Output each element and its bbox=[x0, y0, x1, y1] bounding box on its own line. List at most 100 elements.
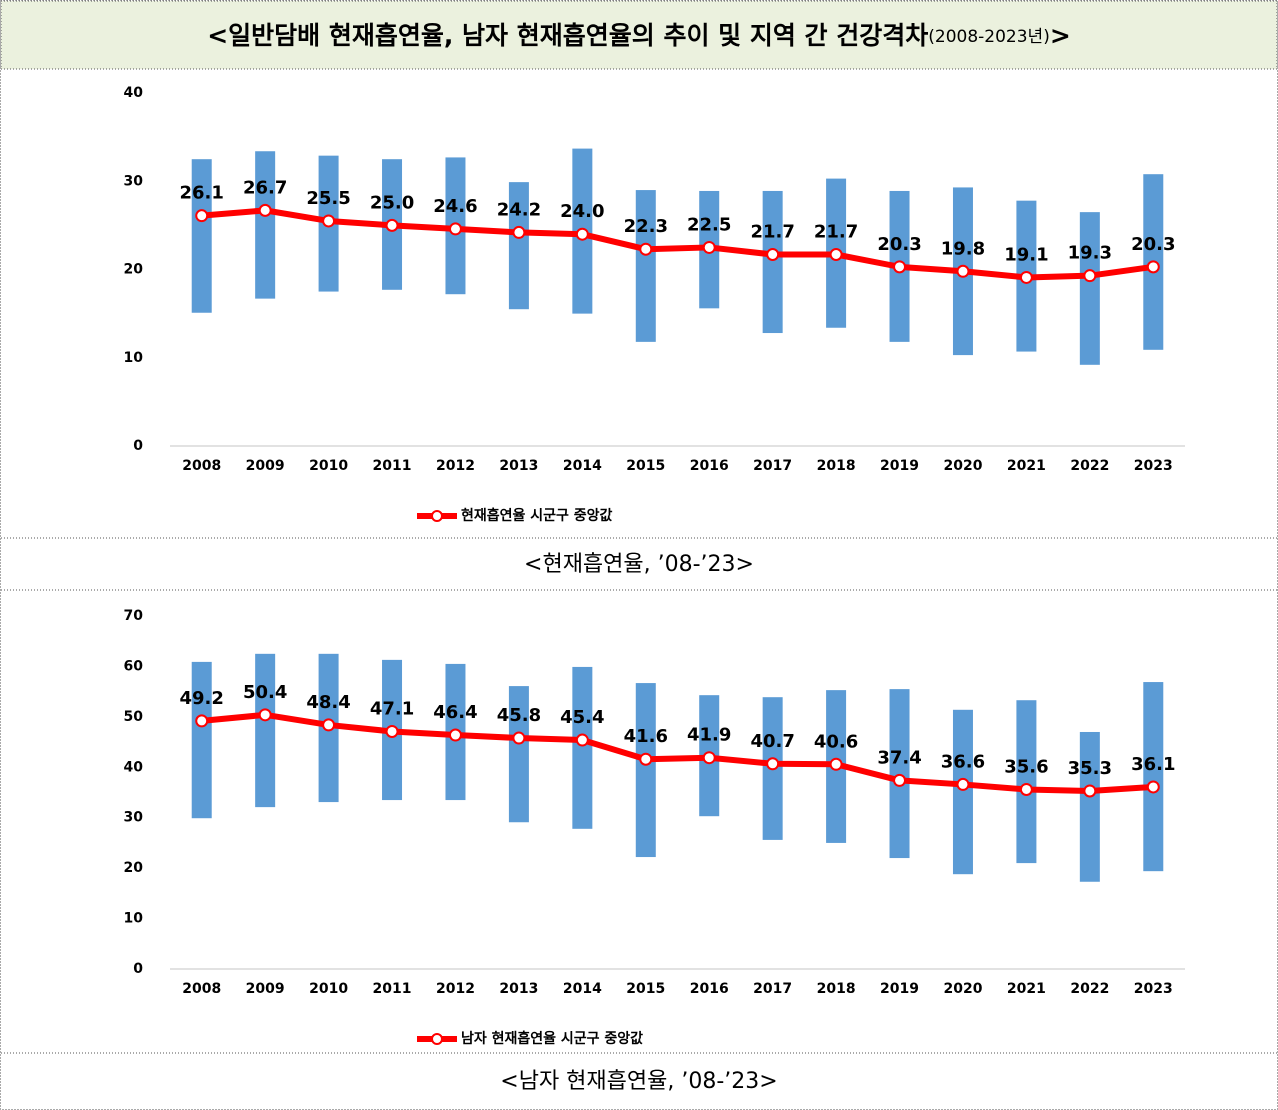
range-bar bbox=[191, 159, 212, 313]
value-label: 24.2 bbox=[497, 199, 541, 220]
x-tick-label: 2009 bbox=[246, 981, 285, 997]
x-tick-label: 2022 bbox=[1070, 981, 1109, 997]
value-label: 24.6 bbox=[433, 196, 477, 217]
median-marker bbox=[512, 225, 526, 239]
x-tick-label: 2021 bbox=[1007, 981, 1046, 997]
legend-label: 남자 현재흡연율 시군구 중앙값 bbox=[461, 1030, 643, 1047]
range-bar bbox=[255, 653, 276, 808]
x-tick-label: 2010 bbox=[309, 458, 348, 474]
y-tick-label: 10 bbox=[124, 911, 144, 927]
y-tick-label: 40 bbox=[124, 759, 144, 775]
title: <일반담배 현재흡연율, 남자 현재흡연율의 추이 및 지역 간 건강격차(20… bbox=[207, 21, 1071, 50]
x-tick-label: 2019 bbox=[880, 458, 919, 474]
x-tick-label: 2022 bbox=[1070, 458, 1109, 474]
value-label: 20.3 bbox=[877, 234, 921, 255]
range-bar bbox=[762, 190, 783, 334]
value-label: 47.1 bbox=[370, 698, 414, 719]
y-tick-label: 20 bbox=[124, 860, 144, 876]
y-tick-label: 30 bbox=[124, 173, 144, 189]
y-tick-label: 50 bbox=[124, 709, 144, 725]
x-tick-label: 2015 bbox=[626, 458, 665, 474]
median-marker bbox=[893, 260, 907, 274]
y-tick-label: 20 bbox=[124, 262, 144, 278]
range-bar bbox=[508, 182, 529, 310]
median-marker bbox=[766, 247, 780, 261]
median-marker bbox=[575, 733, 589, 747]
x-tick-label: 2013 bbox=[499, 458, 538, 474]
median-line bbox=[201, 711, 1154, 794]
value-label: 40.6 bbox=[814, 731, 858, 752]
median-marker bbox=[702, 751, 716, 765]
legend-marker bbox=[431, 1033, 443, 1045]
median-marker bbox=[639, 242, 653, 256]
median-line bbox=[201, 207, 1154, 281]
range-bar bbox=[889, 689, 910, 859]
value-label: 37.4 bbox=[877, 747, 921, 768]
x-tick-label: 2017 bbox=[753, 981, 792, 997]
y-tick-label: 70 bbox=[124, 608, 144, 624]
range-bar bbox=[572, 666, 593, 829]
median-marker bbox=[956, 777, 970, 791]
median-marker bbox=[448, 728, 462, 742]
range-bar bbox=[635, 190, 656, 342]
range-bar bbox=[508, 686, 529, 823]
x-tick-label: 2010 bbox=[309, 981, 348, 997]
x-tick-label: 2023 bbox=[1134, 458, 1173, 474]
title-years: (2008-2023년) bbox=[928, 27, 1050, 47]
x-tick-label: 2014 bbox=[563, 458, 602, 474]
legend-marker bbox=[431, 510, 443, 522]
x-tick-label: 2015 bbox=[626, 981, 665, 997]
x-tick-label: 2008 bbox=[182, 981, 221, 997]
value-label: 41.6 bbox=[624, 726, 668, 747]
x-tick-label: 2018 bbox=[817, 981, 856, 997]
median-marker bbox=[322, 718, 336, 732]
x-tick-label: 2009 bbox=[246, 458, 285, 474]
median-marker bbox=[1083, 784, 1097, 798]
median-marker bbox=[1146, 780, 1160, 794]
median-marker bbox=[385, 218, 399, 232]
value-label: 46.4 bbox=[433, 702, 477, 723]
value-label: 20.3 bbox=[1131, 234, 1175, 255]
median-marker bbox=[385, 724, 399, 738]
median-marker bbox=[512, 731, 526, 745]
x-tick-label: 2012 bbox=[436, 981, 475, 997]
title-end: > bbox=[1050, 21, 1071, 50]
x-tick-label: 2013 bbox=[499, 981, 538, 997]
value-label: 22.5 bbox=[687, 214, 731, 235]
median-marker bbox=[322, 214, 336, 228]
value-label: 40.7 bbox=[750, 731, 794, 752]
x-tick-label: 2016 bbox=[690, 981, 729, 997]
value-label: 48.4 bbox=[306, 692, 350, 713]
x-tick-label: 2018 bbox=[817, 458, 856, 474]
caption: <현재흡연율, ’08-’23> bbox=[524, 552, 754, 577]
median-marker bbox=[575, 227, 589, 241]
y-tick-label: 0 bbox=[133, 961, 143, 977]
value-label: 19.8 bbox=[941, 238, 985, 259]
x-tick-label: 2012 bbox=[436, 458, 475, 474]
x-tick-label: 2023 bbox=[1134, 981, 1173, 997]
value-label: 41.9 bbox=[687, 725, 731, 746]
median-marker bbox=[195, 714, 209, 728]
median-marker bbox=[195, 209, 209, 223]
y-tick-label: 30 bbox=[124, 810, 144, 826]
median-marker bbox=[829, 247, 843, 261]
x-tick-label: 2017 bbox=[753, 458, 792, 474]
x-tick-label: 2021 bbox=[1007, 458, 1046, 474]
value-label: 19.3 bbox=[1068, 243, 1112, 264]
median-marker bbox=[956, 264, 970, 278]
median-marker bbox=[1083, 269, 1097, 283]
x-tick-label: 2011 bbox=[373, 981, 412, 997]
range-bar bbox=[952, 709, 973, 875]
median-marker bbox=[1146, 260, 1160, 274]
value-label: 36.1 bbox=[1131, 754, 1175, 775]
median-marker bbox=[258, 203, 272, 217]
range-bar bbox=[1016, 700, 1037, 864]
value-label: 21.7 bbox=[814, 221, 858, 242]
median-marker bbox=[829, 757, 843, 771]
title-main: <일반담배 현재흡연율, 남자 현재흡연율의 추이 및 지역 간 건강격차 bbox=[207, 21, 928, 50]
value-label: 36.6 bbox=[941, 751, 985, 772]
value-label: 50.4 bbox=[243, 682, 287, 703]
x-tick-label: 2016 bbox=[690, 458, 729, 474]
value-label: 24.0 bbox=[560, 201, 604, 222]
